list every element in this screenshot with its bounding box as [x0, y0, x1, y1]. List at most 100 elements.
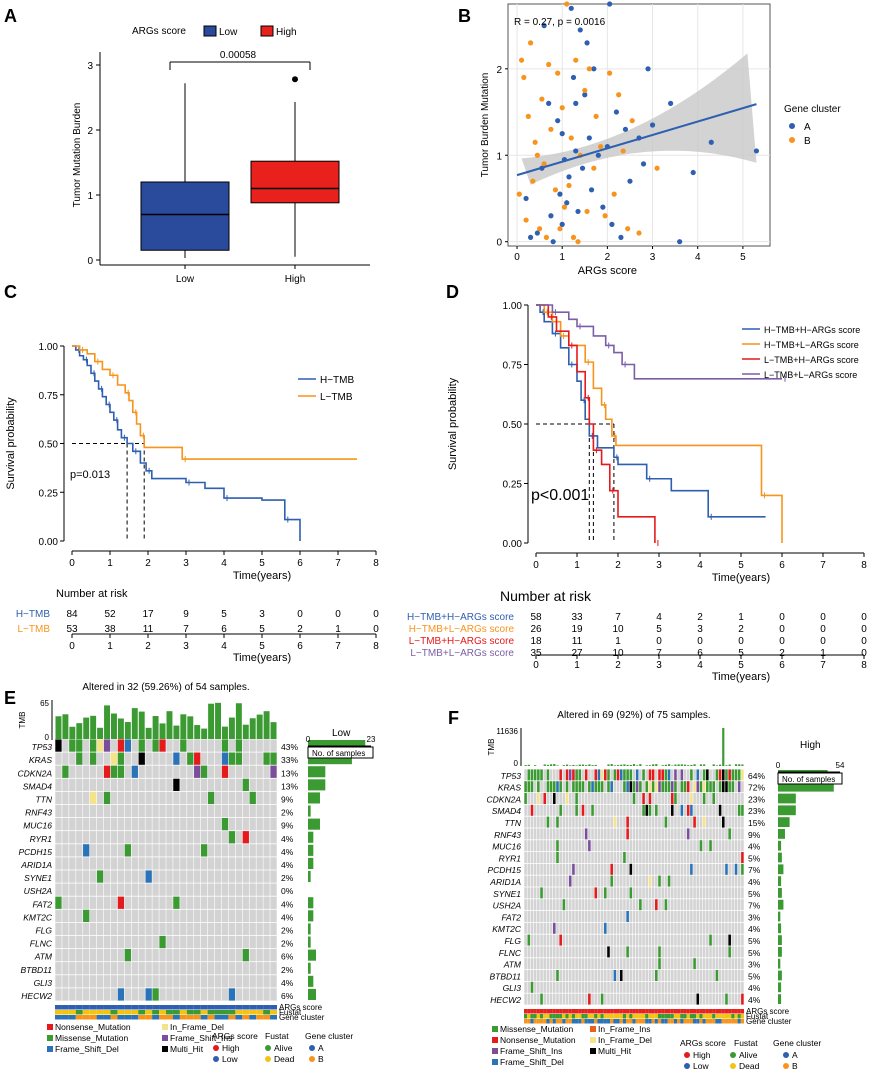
onco-cell-f [635, 922, 639, 934]
risk-value-d: 33 [571, 612, 583, 623]
onco-cell-f [706, 828, 709, 840]
anno-cell-f [622, 1009, 627, 1014]
onco-cell-f [543, 958, 547, 970]
onco-cell-f [546, 946, 550, 958]
anno-cell-f [568, 1009, 572, 1014]
gene-label-e: GLI3 [34, 978, 53, 988]
onco-cell-f [552, 887, 556, 899]
onco-cell-f [741, 970, 744, 981]
gene-pct-f: 4% [748, 995, 761, 1005]
onco-cell-f [597, 981, 601, 993]
onco-cell-e [138, 975, 145, 988]
anno-cell-e [214, 1015, 222, 1020]
anno-cell-f [705, 1009, 709, 1014]
legend-f-args-high-dot [684, 1052, 690, 1058]
onco-cell-f [616, 981, 620, 993]
onco-cell-e [166, 975, 173, 988]
onco-cell-e [145, 857, 152, 870]
onco-cell-e [152, 975, 159, 988]
onco-cell-e [117, 883, 125, 896]
legend-f-alive: Alive [739, 1050, 758, 1060]
onco-cell-e [235, 988, 243, 1001]
anno-label-e: Fustat [279, 1008, 302, 1017]
anno-cell-f [677, 1014, 681, 1019]
onco-cell-e [138, 831, 145, 844]
onco-cell-f [604, 993, 607, 1005]
legend-e-dead: Dead [274, 1054, 295, 1064]
onco-cell-f [591, 840, 594, 852]
onco-cell-f [677, 981, 680, 993]
onco-cell-f [572, 922, 575, 934]
onco-cell-f [581, 899, 585, 911]
tmb-bar-f [690, 764, 693, 766]
onco-cell-e [138, 791, 145, 805]
onco-cell-f [721, 934, 725, 946]
onco-cell-f [543, 875, 547, 887]
onco-cell-e [62, 896, 69, 909]
onco-cell-f [680, 828, 684, 840]
risk-value-c: 1 [335, 624, 341, 635]
onco-cell-f [728, 804, 731, 816]
onco-cell-f [639, 887, 642, 899]
onco-cell-f [683, 816, 687, 828]
onco-cell-f [565, 911, 569, 922]
gene-label-e: RNF43 [25, 808, 52, 818]
onco-cell-f [731, 899, 735, 911]
scatter-point-b [559, 105, 565, 111]
onco-cell-e [76, 791, 83, 805]
onco-cell-e [180, 883, 187, 896]
onco-cell-e [180, 804, 187, 818]
onco-cell-e [242, 935, 249, 949]
onco-cell-f [600, 946, 604, 958]
onco-cell-f [619, 911, 623, 922]
onco-cell-e [96, 909, 104, 922]
anno-cell-e [214, 1010, 222, 1015]
onco-cell-f [706, 875, 709, 887]
onco-cell-e [235, 975, 243, 988]
onco-cell-f [552, 804, 556, 816]
onco-cell-f [648, 887, 652, 899]
onco-cell-f [670, 934, 674, 946]
anno-cell-f [536, 1019, 540, 1024]
onco-cell-f [524, 804, 527, 816]
onco-cell-f [604, 804, 607, 816]
onco-cell-e [131, 962, 138, 975]
onco-cell-f [709, 911, 712, 922]
tick-label-d-x: 3 [656, 560, 662, 571]
onco-cell-f [635, 911, 639, 922]
onco-cell-f [693, 840, 696, 852]
onco-cell-f [683, 922, 687, 934]
onco-cell-f [712, 852, 716, 863]
legend-f-mutation-swatch [590, 1048, 596, 1054]
onco-cell-e [89, 765, 97, 778]
onco-cell-e [110, 804, 118, 818]
anno-cell-e [117, 1010, 125, 1015]
onco-cell-f [734, 981, 738, 993]
onco-cell-e [62, 804, 69, 818]
risk-tick-label-d: 6 [779, 660, 785, 671]
onco-cell-f [715, 993, 719, 1005]
onco-cell-f [597, 804, 601, 816]
onco-cell-f [696, 840, 700, 852]
onco-cell-e [152, 804, 159, 818]
onco-cell-e [124, 896, 132, 909]
anno-cell-e [82, 1010, 90, 1015]
onco-cell-f [600, 816, 604, 828]
onco-cell-f [674, 958, 677, 970]
onco-cell-e [270, 896, 277, 909]
legend-e-fustat-title: Fustat [265, 1031, 289, 1041]
anno-cell-f [613, 1014, 617, 1019]
onco-cell-f [537, 804, 540, 816]
tmb-bar-f [712, 764, 715, 766]
onco-cell-e [138, 935, 145, 949]
onco-cell-e [256, 857, 263, 870]
onco-cell-f [533, 828, 537, 840]
onco-cell-f [712, 934, 716, 946]
onco-cell-f [670, 887, 674, 899]
onco-cell-f [737, 958, 741, 970]
anno-cell-e [221, 1015, 229, 1020]
onco-cell-f [680, 958, 684, 970]
risk-value-d: 1 [820, 648, 826, 659]
onco-cell-f [559, 911, 562, 922]
anno-cell-f [664, 1019, 668, 1024]
